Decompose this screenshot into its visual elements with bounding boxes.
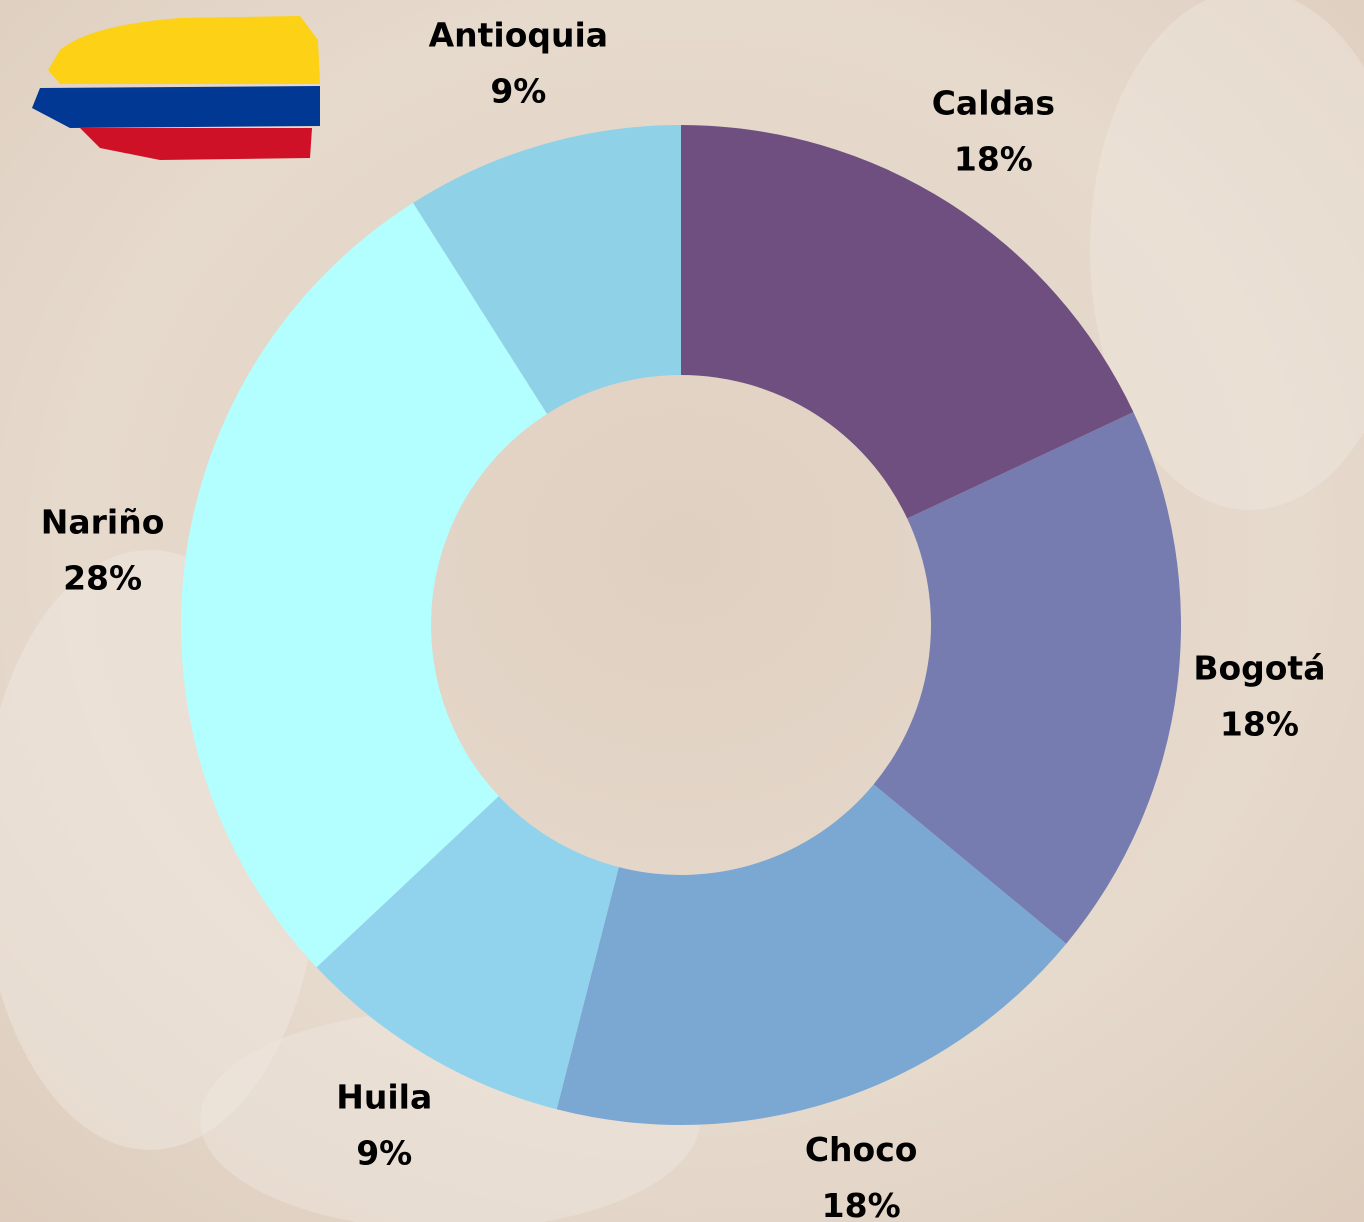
segment-label: Huila	[336, 1077, 432, 1116]
segment-value-label: 28%	[63, 558, 142, 597]
segment-label: Caldas	[932, 83, 1055, 122]
donut-segment	[873, 412, 1181, 944]
donut-segment	[180, 202, 548, 968]
segment-label: Choco	[805, 1130, 918, 1169]
segment-label: Nariño	[41, 502, 165, 541]
donut-segment	[681, 125, 1134, 519]
donut: Caldas 18% Bogotá 18% Choco 18% Huila 9% Nariño 2…	[41, 16, 1326, 1222]
segment-value-label: 9%	[490, 72, 546, 111]
segment-value-label: 18%	[1220, 705, 1299, 744]
segment-label: Bogotá	[1193, 649, 1325, 688]
segment-value-label: 18%	[954, 139, 1033, 178]
donut-segment	[316, 796, 619, 1110]
donut-segment	[556, 784, 1067, 1126]
texture	[1090, 0, 1364, 510]
flag	[32, 16, 320, 160]
segment-label: Antioquia	[429, 16, 609, 55]
segment-value-label: 18%	[822, 1186, 901, 1222]
segment-value-label: 9%	[356, 1133, 412, 1172]
donut-segment	[413, 125, 681, 414]
